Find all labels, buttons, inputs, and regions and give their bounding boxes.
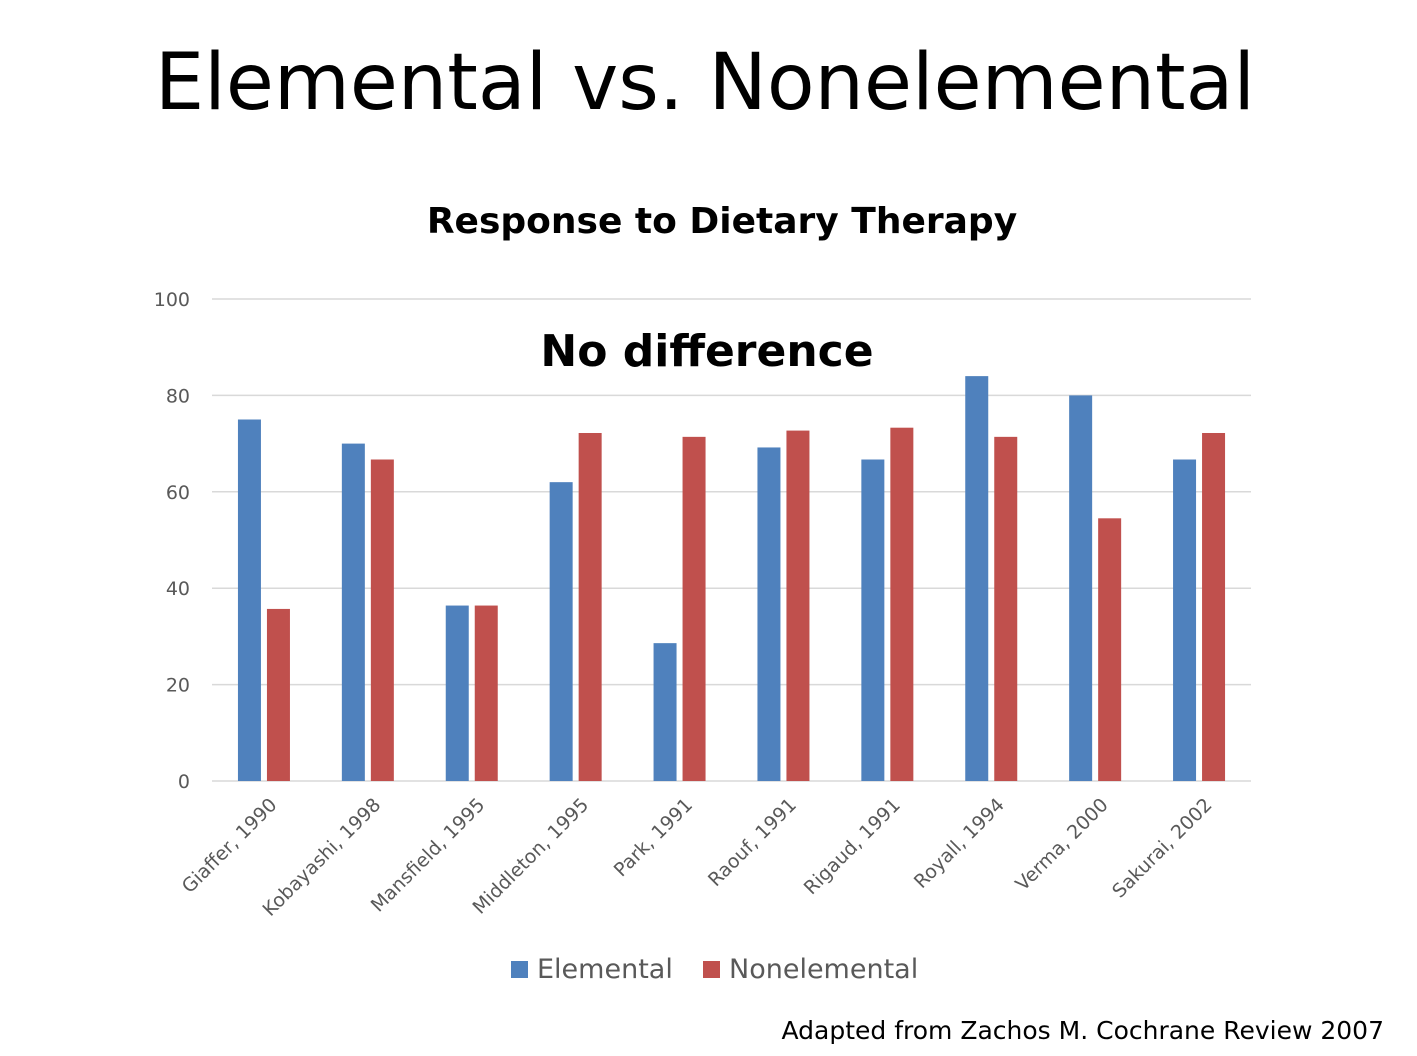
x-tick-label: Giaffer, 1990	[178, 794, 282, 898]
bar-nonelemental[interactable]	[474, 605, 498, 781]
y-tick-label: 60	[166, 482, 190, 504]
bar-nonelemental[interactable]	[370, 459, 394, 781]
x-tick-label: Middleton, 1995	[469, 794, 594, 919]
bar-nonelemental[interactable]	[1098, 518, 1122, 781]
bar-nonelemental[interactable]	[578, 432, 602, 781]
bar-elemental[interactable]	[445, 605, 469, 781]
chart-annotation: No difference	[540, 326, 873, 377]
legend-label-nonelemental[interactable]: Nonelemental	[729, 954, 918, 985]
x-tick-label: Royall, 1994	[910, 794, 1009, 893]
chart-title: Response to Dietary Therapy	[427, 201, 1017, 242]
x-tick-label: Raouf, 1991	[704, 794, 801, 891]
bar-elemental[interactable]	[965, 376, 989, 781]
bar-nonelemental[interactable]	[682, 436, 706, 781]
y-tick-label: 0	[178, 771, 190, 793]
legend[interactable]: Elemental Nonelemental	[511, 954, 918, 985]
x-tick-label: Sakurai, 2002	[1108, 794, 1216, 902]
y-tick-label: 100	[154, 289, 190, 311]
y-tick-label: 20	[166, 675, 190, 697]
bar-elemental[interactable]	[861, 459, 885, 781]
slide-title: Elemental vs. Nonelemental	[154, 38, 1256, 128]
x-tick-label: Park, 1991	[610, 794, 697, 881]
legend-label-elemental[interactable]: Elemental	[537, 954, 673, 985]
y-tick-label: 40	[166, 578, 190, 600]
bar-elemental[interactable]	[1069, 395, 1093, 781]
bar-elemental[interactable]	[757, 447, 781, 781]
bar-nonelemental[interactable]	[266, 608, 290, 781]
bar-nonelemental[interactable]	[890, 427, 914, 781]
bar-elemental[interactable]	[1173, 459, 1197, 781]
legend-swatch-nonelemental	[703, 961, 720, 978]
legend-swatch-elemental	[511, 961, 528, 978]
bar-nonelemental[interactable]	[994, 436, 1018, 781]
bar-nonelemental[interactable]	[1202, 432, 1226, 781]
x-tick-label: Rigaud, 1991	[800, 794, 905, 899]
bar-elemental[interactable]	[341, 443, 365, 781]
bar-elemental[interactable]	[237, 419, 261, 782]
bar-nonelemental[interactable]	[786, 430, 810, 781]
y-axis-ticks: 0 20 40 60 80 100	[154, 289, 190, 793]
x-tick-label: Mansfield, 1995	[367, 794, 490, 917]
x-tick-label: Verma, 2000	[1011, 794, 1112, 895]
bars	[237, 376, 1226, 782]
y-tick-label: 80	[166, 385, 190, 407]
source-citation: Adapted from Zachos M. Cochrane Review 2…	[781, 1016, 1385, 1045]
bar-elemental[interactable]	[549, 482, 573, 781]
bar-elemental[interactable]	[653, 643, 677, 781]
